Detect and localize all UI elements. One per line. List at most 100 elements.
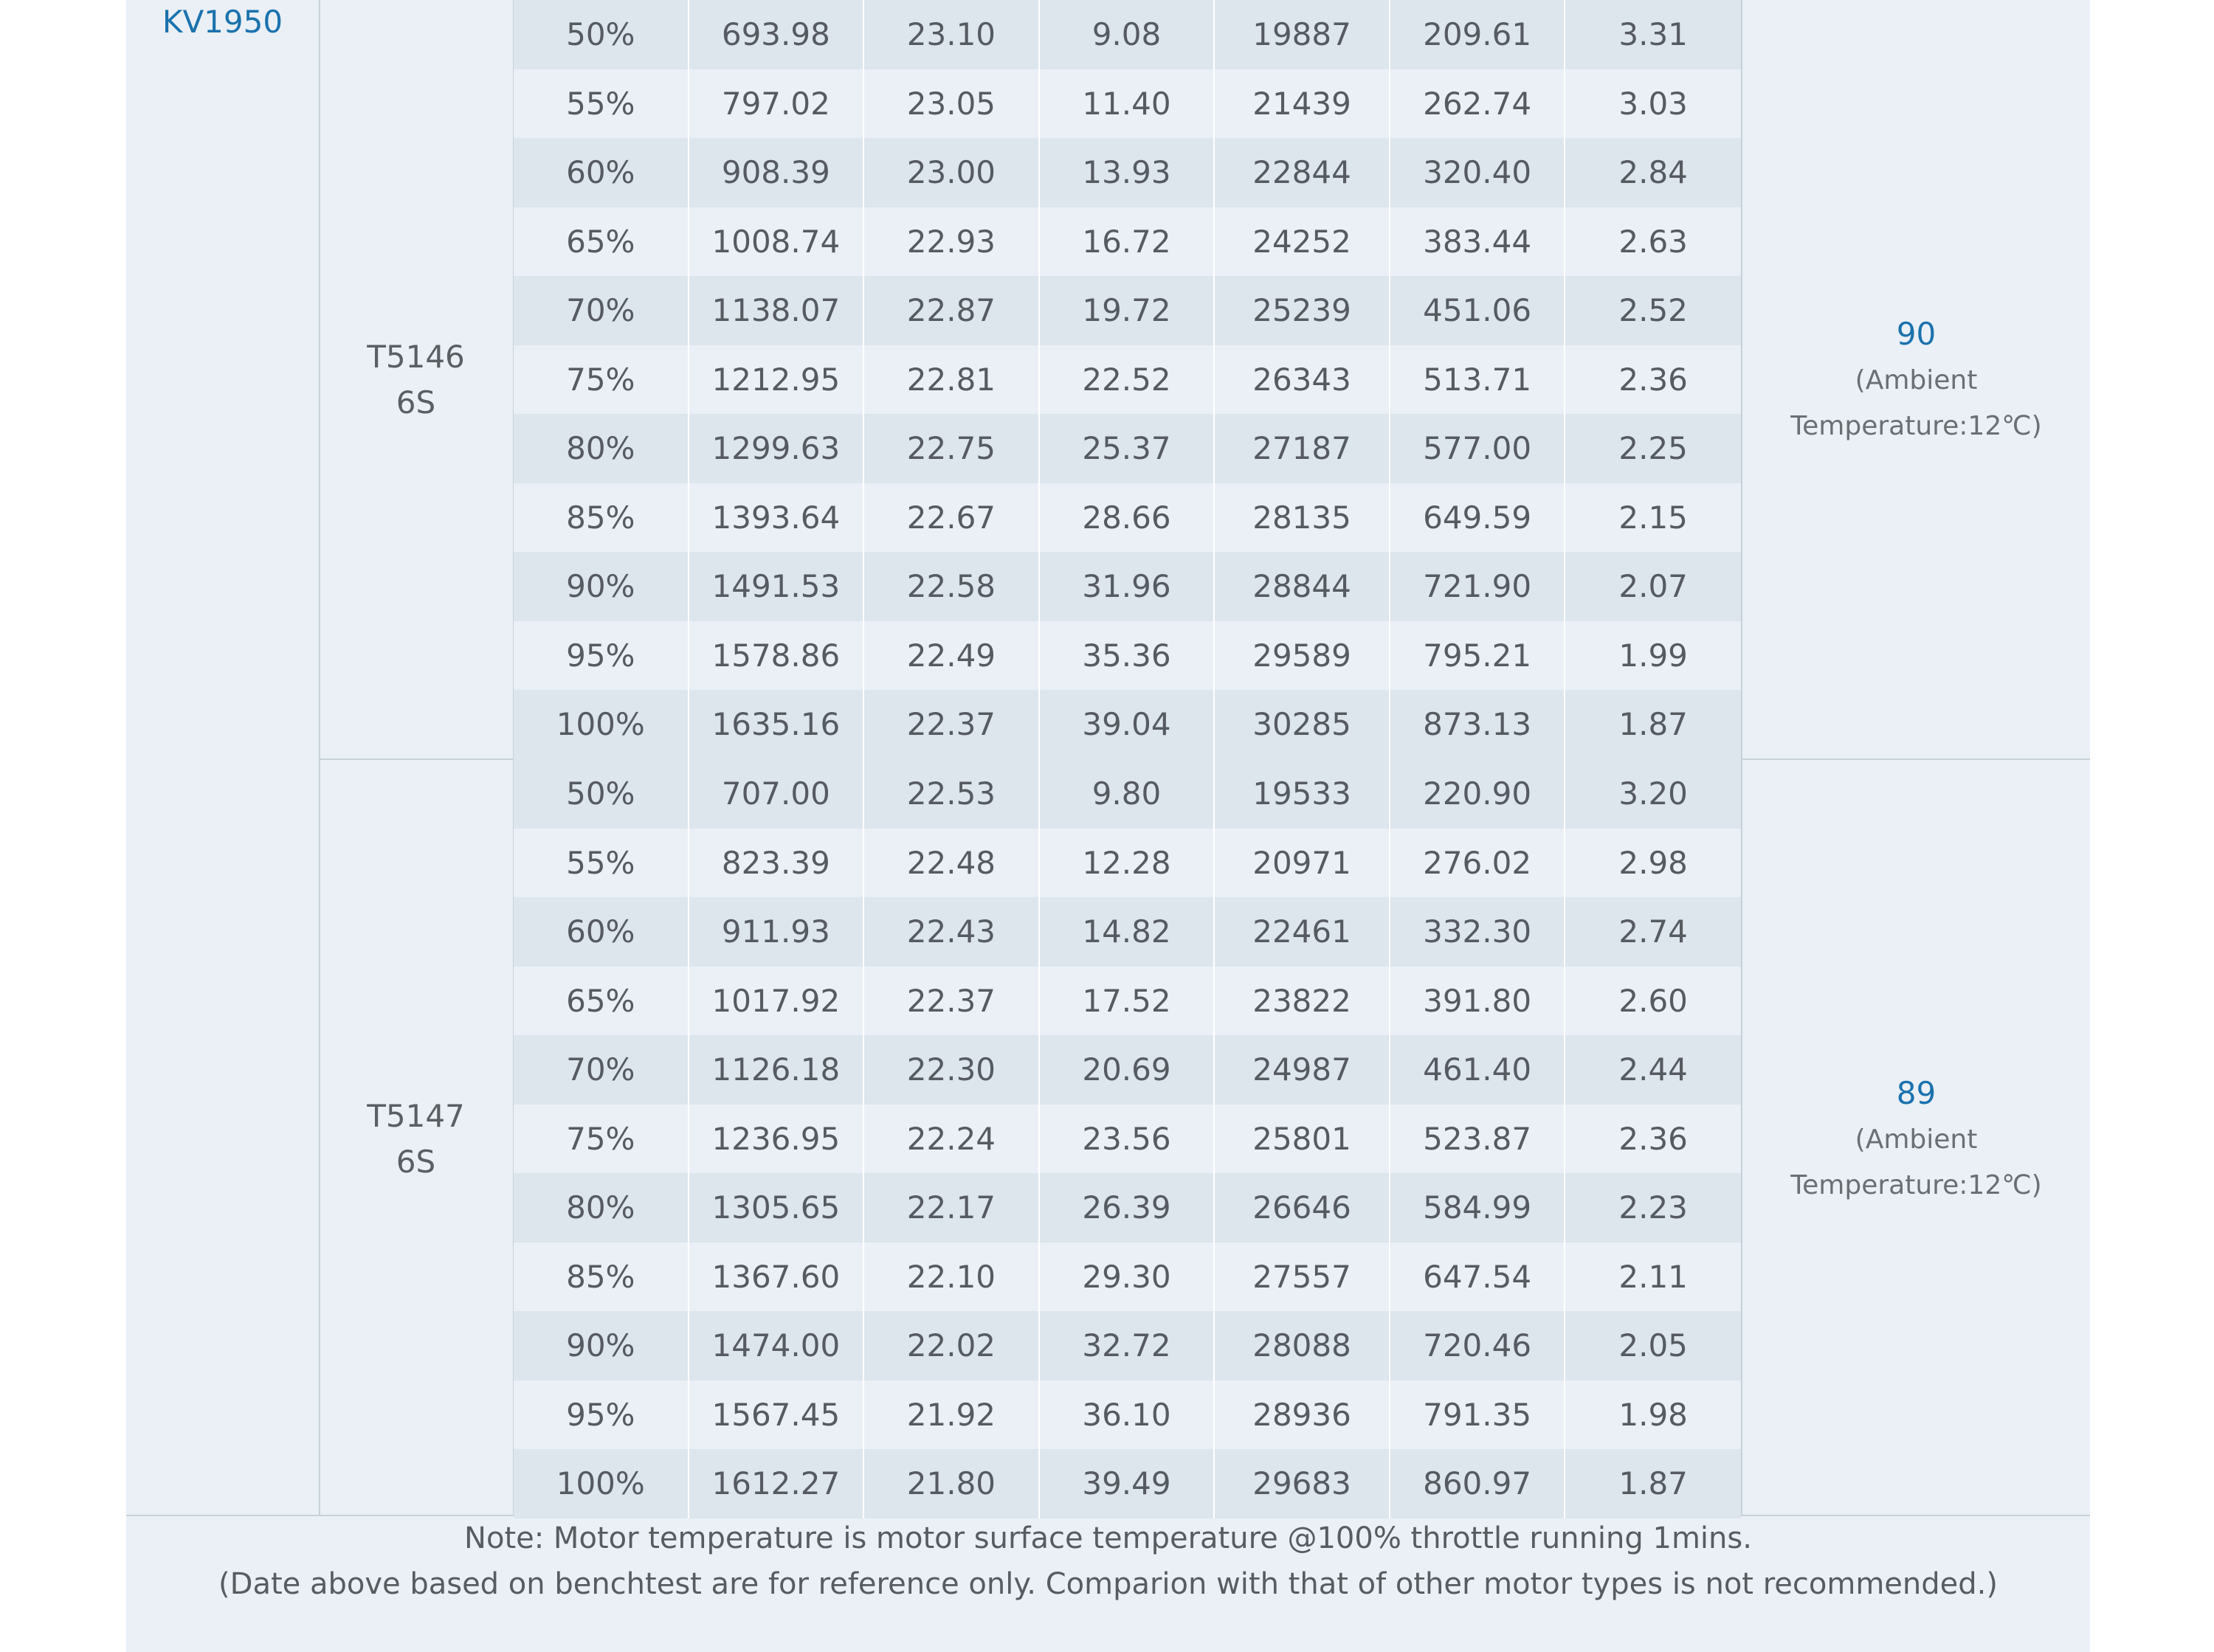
table-cell: 27187 — [1215, 414, 1390, 483]
table-cell: 391.80 — [1390, 966, 1566, 1035]
table-cell: 9.08 — [1040, 0, 1215, 69]
table-cell: 523.87 — [1390, 1104, 1566, 1173]
table-row: 75% 1236.95 22.24 23.56 25801 523.87 2.36 — [514, 1104, 1741, 1173]
table-cell: 461.40 — [1390, 1035, 1566, 1105]
table-row: 100% 1612.27 21.80 39.49 29683 860.97 1.87 — [514, 1449, 1741, 1518]
temperature-value: 90 — [1896, 315, 1937, 352]
table-cell: 22.43 — [864, 897, 1040, 967]
table-cell: 25801 — [1215, 1104, 1390, 1173]
table-cell: 3.31 — [1618, 16, 1688, 53]
table-cell: 1393.64 — [689, 483, 865, 552]
table-row: 55% 823.39 22.48 12.28 20971 276.02 2.98 — [514, 828, 1741, 897]
table-row: 65% 1017.92 22.37 17.52 23822 391.80 2.60 — [514, 966, 1741, 1035]
table-row: 85% 1393.64 22.67 28.66 28135 649.59 2.15 — [514, 483, 1741, 552]
table-cell: 90% — [514, 1311, 689, 1380]
table-cell: 17.52 — [1040, 966, 1215, 1035]
table-cell: 791.35 — [1390, 1380, 1566, 1449]
table-cell: 27557 — [1215, 1242, 1390, 1311]
table-cell: 22.52 — [1040, 345, 1215, 414]
table-cell: 14.82 — [1040, 897, 1215, 967]
table-cell: 1.87 — [1618, 706, 1688, 743]
table-cell: 276.02 — [1390, 828, 1566, 897]
table-cell: 75% — [514, 345, 689, 414]
motor-column-divider — [319, 0, 320, 1516]
data-rows: 50% 693.98 23.10 9.08 19887 209.61 3.31 55% 797.… — [514, 0, 1741, 759]
table-cell: 2.44 — [1618, 1051, 1688, 1088]
table-cell: 60% — [514, 138, 689, 207]
table-cell: 22.37 — [864, 966, 1040, 1035]
table-cell: 95% — [514, 621, 689, 690]
table-cell: 26343 — [1215, 345, 1390, 414]
table-cell: 1.99 — [1618, 637, 1688, 674]
table-cell: 100% — [514, 690, 689, 759]
table-cell: 22.58 — [864, 552, 1040, 621]
table-cell: 22.81 — [864, 345, 1040, 414]
table-cell: 22.53 — [864, 759, 1040, 829]
table-cell: 908.39 — [689, 138, 865, 207]
table-cell: 80% — [514, 1173, 689, 1243]
table-cell: 11.40 — [1040, 69, 1215, 138]
table-row: 85% 1367.60 22.10 29.30 27557 647.54 2.11 — [514, 1242, 1741, 1311]
table-cell: 50% — [514, 759, 689, 829]
table-cell: 2.07 — [1618, 568, 1688, 605]
table-cell: 22.49 — [864, 621, 1040, 690]
table-cell: 22.02 — [864, 1311, 1040, 1380]
table-row: 70% 1138.07 22.87 19.72 25239 451.06 2.52 — [514, 276, 1741, 345]
table-cell: 70% — [514, 1035, 689, 1105]
battery-cells: 6S — [396, 1143, 436, 1180]
table-cell: 2.36 — [1618, 1120, 1688, 1157]
table-cell: 20971 — [1215, 828, 1390, 897]
table-cell: 707.00 — [689, 759, 865, 829]
propeller-group: T5146 6S 50% 693.98 23.10 9.08 19887 209.61 3.31… — [319, 0, 2090, 759]
table-cell: 32.72 — [1040, 1311, 1215, 1380]
table-cell: 23.00 — [864, 138, 1040, 207]
table-cell: 721.90 — [1390, 552, 1566, 621]
table-cell: 22.75 — [864, 414, 1040, 483]
table-cell: 1008.74 — [689, 207, 865, 276]
table-row: 70% 1126.18 22.30 20.69 24987 461.40 2.44 — [514, 1035, 1741, 1105]
temperature-value: 89 — [1896, 1074, 1937, 1111]
table-cell: 23822 — [1215, 966, 1390, 1035]
table-cell: 75% — [514, 1104, 689, 1173]
table-cell: 21.80 — [864, 1449, 1040, 1518]
table-cell: 1126.18 — [689, 1035, 865, 1105]
table-cell: 1.87 — [1618, 1465, 1688, 1502]
table-cell: 1367.60 — [689, 1242, 865, 1311]
table-cell: 90% — [514, 552, 689, 621]
table-cell: 29589 — [1215, 621, 1390, 690]
table-cell: 2.25 — [1618, 430, 1688, 467]
propeller-name: T5147 — [367, 1097, 465, 1134]
table-cell: 22.30 — [864, 1035, 1040, 1105]
table-cell: 22844 — [1215, 138, 1390, 207]
table-cell: 2.36 — [1618, 361, 1688, 398]
motor-model-label: KV1950 — [162, 4, 283, 40]
table-cell: 1474.00 — [689, 1311, 865, 1380]
table-cell: 1635.16 — [689, 690, 865, 759]
table-cell: 28135 — [1215, 483, 1390, 552]
table-cell: 24987 — [1215, 1035, 1390, 1105]
table-cell: 28088 — [1215, 1311, 1390, 1380]
table-cell: 65% — [514, 207, 689, 276]
table-cell: 100% — [514, 1449, 689, 1518]
table-cell: 23.10 — [864, 0, 1040, 69]
temperature-cell: 89 (Ambient Temperature:12℃) — [1742, 759, 2090, 1518]
note-line-2: (Date above based on benchtest are for r… — [218, 1567, 1998, 1601]
table-cell: 23.05 — [864, 69, 1040, 138]
table-row: 80% 1305.65 22.17 26.39 26646 584.99 2.23 — [514, 1173, 1741, 1243]
table-cell: 1578.86 — [689, 621, 865, 690]
table-row: 75% 1212.95 22.81 22.52 26343 513.71 2.36 — [514, 345, 1741, 414]
table-cell: 262.74 — [1390, 69, 1566, 138]
table-row: 90% 1474.00 22.02 32.72 28088 720.46 2.05 — [514, 1311, 1741, 1380]
table-cell: 85% — [514, 483, 689, 552]
table-row: 80% 1299.63 22.75 25.37 27187 577.00 2.25 — [514, 414, 1741, 483]
table-cell: 13.93 — [1040, 138, 1215, 207]
table-cell: 22461 — [1215, 897, 1390, 967]
table-cell: 2.23 — [1618, 1189, 1688, 1226]
propeller-cell: T5146 6S — [319, 0, 513, 759]
table-row: 50% 707.00 22.53 9.80 19533 220.90 3.20 — [514, 759, 1741, 829]
table-cell: 19.72 — [1040, 276, 1215, 345]
propeller-cell: T5147 6S — [319, 759, 513, 1518]
table-cell: 28936 — [1215, 1380, 1390, 1449]
table-cell: 3.20 — [1618, 775, 1688, 812]
battery-cells: 6S — [396, 384, 436, 421]
